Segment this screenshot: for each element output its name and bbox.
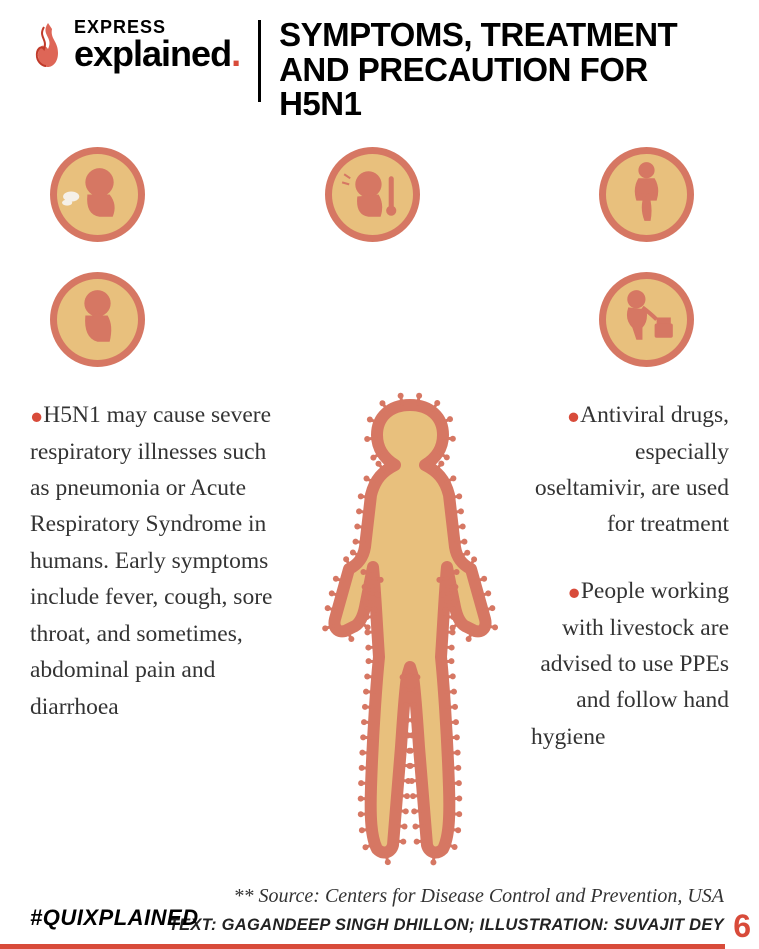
- source-line: ** Source: Centers for Disease Control a…: [0, 867, 759, 908]
- flame-icon: [30, 21, 66, 69]
- treatment-paragraph: Antiviral drugs, especially oseltamivir,…: [535, 402, 729, 538]
- abdominal-pain-icon: [599, 147, 694, 242]
- footer-bar: [0, 944, 725, 949]
- symptom-icons-row-1: [0, 122, 759, 242]
- symptoms-text: ●H5N1 may cause severe respiratory illne…: [30, 387, 290, 867]
- treatment-precaution-text: ●Antiviral drugs, especially oseltamivir…: [529, 387, 729, 867]
- symptoms-paragraph: H5N1 may cause severe respiratory illnes…: [30, 402, 272, 720]
- precaution-block: ●People working with livestock are advis…: [529, 573, 729, 755]
- body-figure: [300, 387, 519, 867]
- brand-logo: EXPRESS explained.: [30, 18, 240, 72]
- fever-icon: [325, 147, 420, 242]
- sneeze-icon: [50, 272, 145, 367]
- divider: [258, 20, 261, 102]
- cough-icon: [50, 147, 145, 242]
- page-number: 6: [733, 908, 751, 945]
- brand-bottom: explained.: [74, 36, 240, 72]
- vomit-icon: [599, 272, 694, 367]
- precaution-lastline: hygiene: [529, 719, 729, 755]
- hashtag: #QUIXPLAINED: [30, 905, 199, 931]
- symptom-icons-row-2: [0, 242, 759, 367]
- main-content: ●H5N1 may cause severe respiratory illne…: [0, 367, 759, 867]
- treatment-block: ●Antiviral drugs, especially oseltamivir…: [529, 397, 729, 543]
- page-title: SYMPTOMS, TREATMENT AND PRECAUTION FOR H…: [279, 18, 729, 122]
- header: EXPRESS explained. SYMPTOMS, TREATMENT A…: [0, 0, 759, 122]
